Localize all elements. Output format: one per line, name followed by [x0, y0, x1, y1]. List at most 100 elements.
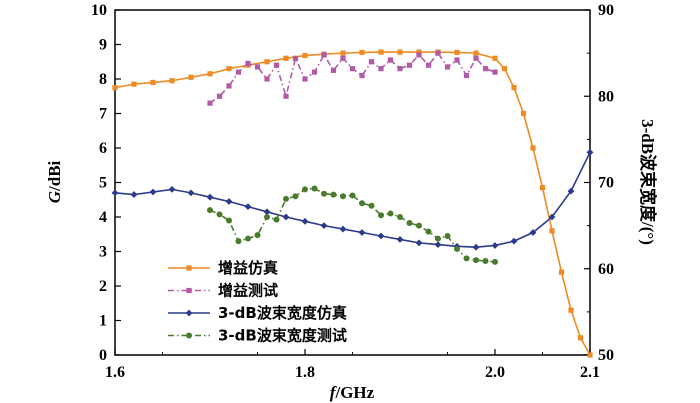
series-line	[209, 51, 496, 104]
data-point	[444, 232, 451, 239]
data-point	[168, 186, 176, 193]
data-point	[245, 235, 251, 242]
data-point	[425, 228, 432, 235]
y-tick-label: 7	[99, 106, 107, 123]
data-point	[130, 191, 138, 198]
data-point	[511, 85, 517, 91]
legend-entry-1: 增益仿真	[168, 259, 278, 277]
x-tick-label: 1.6	[105, 364, 125, 381]
legend-marker	[185, 309, 193, 317]
y2-tick-label: 90	[598, 2, 614, 19]
data-point	[264, 76, 270, 82]
data-point	[530, 145, 536, 151]
series-line	[114, 151, 591, 248]
series-1	[112, 49, 593, 358]
data-point	[359, 200, 365, 207]
data-point	[301, 217, 309, 225]
data-point	[349, 192, 356, 199]
series-layer	[111, 49, 594, 358]
data-point	[330, 191, 337, 198]
data-point	[387, 210, 394, 217]
data-point	[302, 186, 308, 193]
x-tick-label: 2.1	[580, 364, 600, 381]
data-point	[472, 243, 480, 251]
y2-tick-label: 60	[598, 261, 614, 278]
data-point	[435, 50, 441, 56]
y-tick-label: 4	[99, 209, 107, 226]
data-point	[206, 193, 214, 201]
series-4	[207, 185, 498, 265]
data-point	[586, 148, 594, 156]
data-point	[454, 57, 460, 63]
data-point	[577, 335, 584, 341]
data-point	[321, 190, 327, 197]
series-2	[207, 50, 498, 106]
data-point	[359, 72, 365, 79]
data-point	[302, 52, 308, 59]
x-axis-title: f/GHz	[330, 383, 375, 402]
legend-marker	[186, 287, 192, 294]
legend-marker	[186, 332, 192, 339]
data-point	[492, 55, 498, 61]
data-point	[207, 71, 213, 77]
data-point	[273, 216, 280, 223]
data-point	[112, 85, 118, 91]
data-point	[454, 245, 460, 252]
data-point	[473, 257, 479, 264]
data-point	[207, 100, 213, 106]
data-point	[587, 352, 593, 358]
data-point	[416, 49, 422, 55]
data-point	[235, 238, 242, 245]
data-point	[321, 52, 327, 58]
data-point	[302, 76, 308, 82]
data-point	[283, 195, 289, 202]
data-point	[283, 55, 289, 61]
data-point	[492, 69, 498, 75]
series-line	[209, 187, 496, 263]
y2-tick-label: 50	[598, 347, 614, 364]
data-point	[349, 66, 356, 72]
data-point	[358, 229, 366, 236]
data-point	[482, 257, 489, 264]
data-point	[226, 217, 232, 224]
data-point	[368, 59, 375, 65]
data-point	[169, 78, 175, 84]
data-point	[131, 81, 137, 87]
data-point	[425, 62, 432, 68]
data-point	[463, 255, 470, 262]
y-tick-label: 6	[99, 140, 107, 157]
data-point	[292, 55, 299, 61]
data-point	[282, 213, 290, 221]
data-point	[416, 222, 422, 229]
x-tick-label: 1.8	[295, 364, 315, 381]
data-point	[397, 49, 403, 55]
data-point	[549, 228, 555, 234]
data-point	[548, 213, 556, 221]
y-tick-label: 1	[99, 313, 107, 330]
data-point	[320, 222, 328, 230]
data-point	[359, 49, 365, 56]
axis-ticks: 1.6 1.8 2.0 2.1 0 1 2 3 4 5 6 7 8 9 10 50 60 70 80 90	[91, 2, 614, 381]
data-point	[330, 67, 337, 73]
data-point	[463, 72, 470, 79]
data-point	[245, 60, 251, 67]
y2-axis-title: 3-dB波束宽度/(°)	[638, 119, 658, 245]
data-point	[406, 220, 413, 227]
data-point	[568, 307, 574, 313]
legend-entry-4: 3-dB波束宽度测试	[168, 327, 347, 345]
data-point	[415, 239, 423, 247]
data-point	[397, 66, 403, 72]
data-point	[263, 208, 271, 216]
data-point	[226, 66, 232, 72]
y2-tick-label: 80	[598, 88, 614, 105]
data-point	[567, 187, 575, 195]
legend-label: 增益仿真	[218, 259, 278, 277]
data-point	[434, 241, 442, 248]
data-point	[558, 269, 565, 275]
data-point	[396, 236, 404, 243]
y-axis-title: G/dBi	[45, 160, 64, 203]
data-point	[406, 62, 413, 68]
data-point	[501, 66, 508, 72]
